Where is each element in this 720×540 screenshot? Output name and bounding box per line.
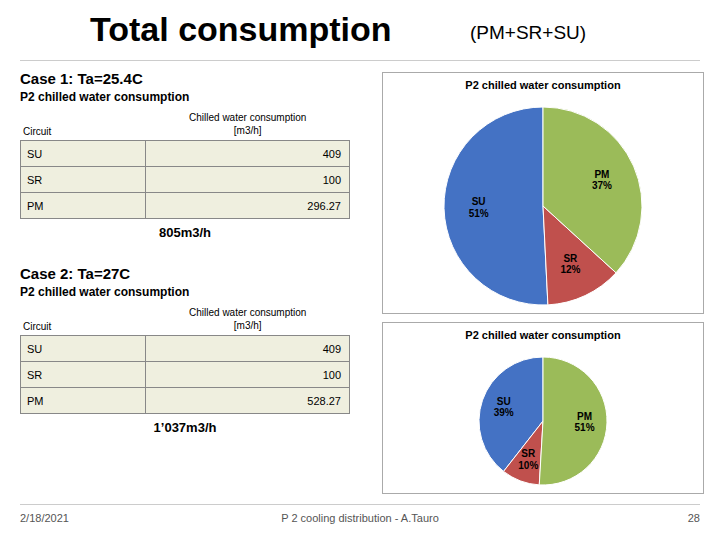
html-text:100: 100 [322, 173, 341, 186]
html-text:528.27: 528.27 [307, 394, 341, 407]
html-text:[m3/h]: [m3/h] [233, 320, 262, 331]
html-text:Chilled water consumption: Chilled water consumption [189, 307, 307, 318]
html-text:Case 2: Ta=27C: Case 2: Ta=27C [20, 265, 131, 282]
html-text:Circuit: Circuit [23, 321, 52, 332]
html-text:SR: SR [27, 173, 43, 186]
html-text:28: 28 [687, 512, 700, 524]
html-text:Total consumption: Total consumption [90, 10, 392, 48]
svg-text:SU39%: SU39% [494, 396, 514, 418]
html-text:P 2 cooling distribution - A.T: P 2 cooling distribution - A.Tauro [281, 512, 439, 524]
svg-text:SR12%: SR12% [560, 253, 580, 275]
html-text:PM: PM [27, 394, 44, 407]
svg-text:SU51%: SU51% [469, 196, 489, 219]
html-text:(PM+SR+SU): (PM+SR+SU) [470, 22, 587, 43]
html-text:409: 409 [322, 342, 341, 355]
html-text:296.27: 296.27 [307, 199, 341, 212]
html-text:100: 100 [322, 368, 341, 381]
html-text:805m3/h: 805m3/h [159, 225, 211, 240]
svg-text:SR10%: SR10% [518, 448, 538, 471]
html-text:P2 chilled water consumption: P2 chilled water consumption [465, 329, 621, 341]
html-text:2/18/2021: 2/18/2021 [20, 512, 69, 524]
html-text:Case 1: Ta=25.4C: Case 1: Ta=25.4C [20, 70, 143, 87]
html-text:P2 chilled water consumption: P2 chilled water consumption [465, 79, 621, 91]
html-text:SU: SU [27, 342, 43, 355]
svg-text:PM37%: PM37% [592, 169, 612, 192]
html-text:P2 chilled water consumption: P2 chilled water consumption [20, 90, 190, 104]
html-text:SU: SU [27, 147, 43, 160]
html-text:PM: PM [27, 199, 44, 212]
html-text:[m3/h]: [m3/h] [233, 125, 262, 136]
html-text:SR: SR [27, 368, 43, 381]
html-text:Chilled water consumption: Chilled water consumption [189, 112, 307, 123]
html-text:P2 chilled water consumption: P2 chilled water consumption [20, 285, 190, 299]
html-text:1’037m3/h: 1’037m3/h [153, 420, 217, 435]
svg-text:PM51%: PM51% [575, 411, 595, 434]
html-text:Circuit: Circuit [23, 126, 52, 137]
html-text:409: 409 [322, 147, 341, 160]
